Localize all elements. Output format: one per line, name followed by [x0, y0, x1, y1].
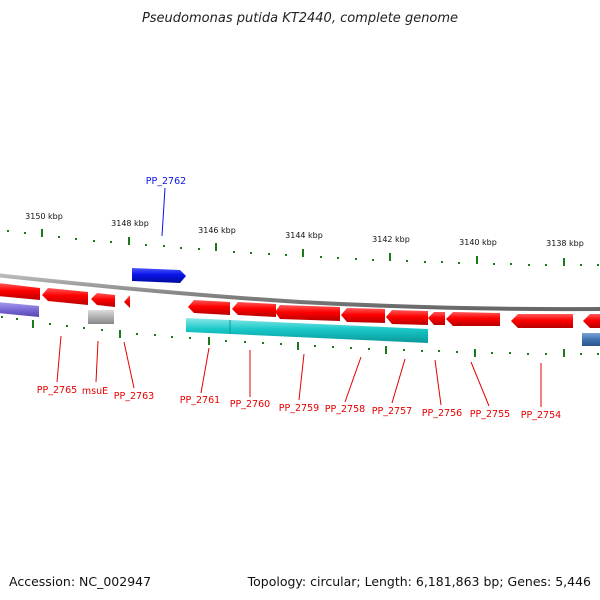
gene-pp-2758[interactable] — [341, 308, 385, 323]
topology-label: Topology: circular; Length: 6,181,863 bp… — [247, 574, 591, 589]
feature-teal — [186, 318, 428, 343]
kbp-labels: 3150 kbp 3148 kbp 3146 kbp 3144 kbp 3142… — [25, 212, 584, 248]
major-tick — [297, 342, 299, 350]
gene-pp-2760[interactable] — [232, 302, 276, 317]
leader-pp-2758 — [344, 356, 362, 403]
major-tick — [302, 249, 304, 257]
gene-label-pp-2762: PP_2762 — [146, 176, 186, 187]
gene-pp-2763[interactable] — [124, 295, 130, 308]
leader-pp-2765 — [56, 335, 62, 383]
major-tick — [41, 229, 43, 237]
gene-label-msue: msuE — [82, 386, 108, 397]
genome-backbone — [0, 273, 600, 312]
gene-pp-2761[interactable] — [188, 300, 230, 315]
major-tick — [32, 320, 34, 328]
leader-pp-2757 — [391, 358, 406, 404]
feature-gray — [88, 310, 114, 324]
feature-steel-blue — [582, 333, 600, 346]
tick-label-3140: 3140 kbp — [459, 238, 497, 247]
leader-pp-2756 — [434, 359, 442, 406]
major-tick — [385, 346, 387, 354]
major-tick — [563, 258, 565, 266]
gene-pp-2764[interactable] — [42, 288, 88, 305]
tick-label-3150: 3150 kbp — [25, 212, 63, 221]
major-tick — [215, 243, 217, 251]
major-tick — [208, 337, 210, 345]
gene-label-pp-2765: PP_2765 — [37, 385, 77, 396]
gene-label-pp-2761: PP_2761 — [180, 395, 220, 406]
major-tick — [474, 349, 476, 357]
gene-msue[interactable] — [91, 293, 115, 307]
leader-lines — [56, 187, 542, 407]
gene-pp-2755[interactable] — [446, 312, 500, 326]
major-tick — [119, 330, 121, 338]
tick-label-3148: 3148 kbp — [111, 219, 149, 228]
gene-label-pp-2763: PP_2763 — [114, 391, 154, 402]
gene-labels: PP_2762 PP_2765 msuE PP_2763 PP_2761 PP_… — [37, 176, 561, 421]
tick-label-3144: 3144 kbp — [285, 231, 323, 240]
gene-label-pp-2758: PP_2758 — [325, 404, 365, 415]
reverse-strand-genes — [0, 283, 600, 328]
gene-label-pp-2759: PP_2759 — [279, 403, 319, 414]
major-tick — [128, 237, 130, 245]
leader-msue — [95, 340, 99, 383]
tick-label-3142: 3142 kbp — [372, 235, 410, 244]
major-tick — [476, 256, 478, 264]
gene-label-pp-2754: PP_2754 — [521, 410, 561, 421]
leader-pp-2763 — [123, 341, 135, 389]
gene-pp-2757[interactable] — [386, 310, 428, 325]
outer-tick-ring — [7, 229, 599, 266]
major-tick — [389, 253, 391, 261]
gene-pp-2759[interactable] — [275, 305, 340, 321]
feature-purple — [0, 302, 39, 317]
gene-pp-2756[interactable] — [428, 312, 445, 325]
major-tick — [563, 349, 565, 357]
gene-label-pp-2760: PP_2760 — [230, 399, 270, 410]
tick-label-3138: 3138 kbp — [546, 239, 584, 248]
leader-pp-2755 — [470, 361, 490, 407]
gene-pp-2754[interactable] — [511, 314, 573, 328]
gene-label-pp-2756: PP_2756 — [422, 408, 462, 419]
gene-pp-2762[interactable] — [132, 268, 186, 283]
gene-label-pp-2755: PP_2755 — [470, 409, 510, 420]
accession-label: Accession: NC_002947 — [9, 574, 152, 589]
leader-pp-2759 — [298, 353, 305, 401]
inner-tick-ring — [1, 316, 599, 357]
map-title: Pseudomonas putida KT2440, complete geno… — [142, 11, 458, 26]
leader-pp-2762 — [161, 187, 166, 237]
tick-label-3146: 3146 kbp — [198, 226, 236, 235]
gene-pp-2765[interactable] — [0, 283, 40, 300]
gene-label-pp-2757: PP_2757 — [372, 406, 412, 417]
leader-pp-2761 — [200, 347, 210, 394]
gene-pp-2753[interactable] — [583, 314, 600, 328]
